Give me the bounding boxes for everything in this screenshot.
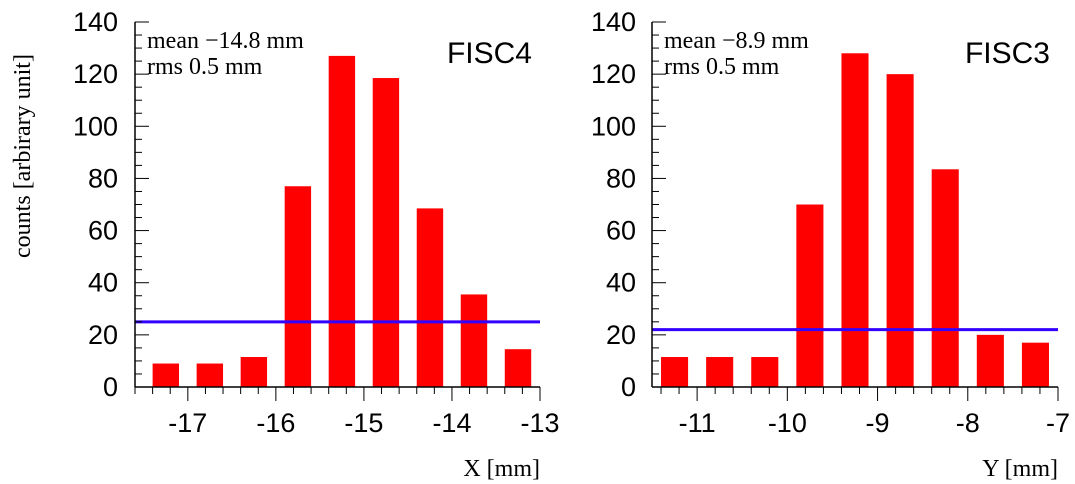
bar [372,78,400,387]
y-tick-label: 100 [73,111,118,141]
bar [706,357,734,387]
y-axis-title: counts [arbirary unit] [10,54,36,258]
panel-label: FISC3 [965,37,1050,70]
y-tick-label: 40 [88,268,118,298]
y-tick-label: 80 [88,163,118,193]
y-tick-label: 60 [88,216,118,246]
stat-rms: rms 0.5 mm [147,54,263,80]
x-tick-label: -16 [256,408,295,438]
y-tick-label: 140 [591,7,636,37]
x-tick-label: -7 [1046,408,1070,438]
x-axis-title: X [mm] [463,456,540,482]
x-tick-label: -11 [679,408,716,438]
y-tick-label: 20 [88,320,118,350]
y-tick-label: 40 [606,268,636,298]
bar [1021,342,1049,387]
bar [504,349,532,387]
x-tick-label: -14 [432,408,471,438]
y-tick-label: 0 [103,372,118,402]
x-tick-label: -17 [168,408,207,438]
x-axis-title: Y [mm] [982,456,1058,482]
bar [976,334,1004,387]
x-tick-label: -15 [344,408,383,438]
stat-rms: rms 0.5 mm [664,54,780,80]
x-tick-label: -10 [768,408,807,438]
y-tick-label: 60 [606,216,636,246]
panel-fisc4: 0 20 40 60 80 100 120 140 -17 -16 -15 -14 -13 X [mm] m… [73,7,560,482]
bar [416,208,444,387]
bar [240,357,268,387]
y-tick-label: 120 [591,59,636,89]
x-tick-label: -13 [520,408,559,438]
bar [796,204,824,387]
bar [328,55,356,388]
y-tick-label: 80 [606,163,636,193]
y-tick-label: 120 [73,59,118,89]
y-tick-label: 0 [621,372,636,402]
bar [841,53,869,388]
bar [152,363,180,387]
bar [196,363,224,387]
bar [751,357,779,387]
stat-mean: mean −8.9 mm [664,28,809,54]
bar [284,186,312,387]
bar [460,294,488,387]
y-tick-label: 140 [73,7,118,37]
y-tick-label: 100 [591,111,636,141]
panel-label: FISC4 [447,37,532,70]
panel-fisc3: 0 20 40 60 80 100 120 140 -11 -10 -9 -8 -7 Y [mm] mean… [591,7,1070,482]
y-tick-label: 20 [606,320,636,350]
bar [886,74,914,388]
bar [931,169,959,387]
bar [661,357,689,387]
x-tick-label: -9 [866,408,890,438]
x-tick-label: -8 [956,408,980,438]
stat-mean: mean −14.8 mm [147,28,304,54]
